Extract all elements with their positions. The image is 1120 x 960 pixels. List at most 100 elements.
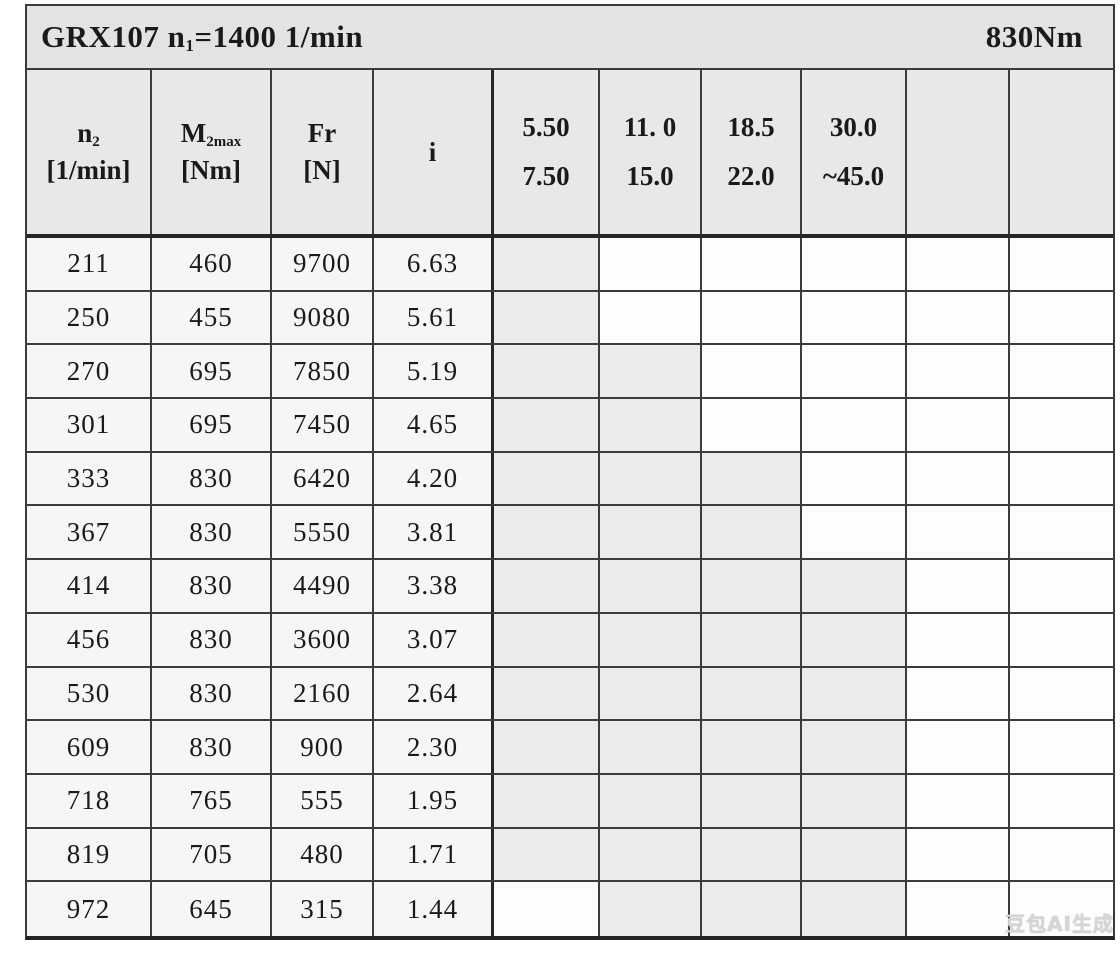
cell-ratio-i: 4.65: [374, 399, 494, 451]
power-range-cell: [907, 291, 1010, 344]
power-range-cell-shaded: [494, 774, 600, 827]
cell-n2: 718: [27, 774, 152, 827]
gearbox-model-title: GRX107 n1=1400 1/min: [41, 19, 364, 55]
cell-m2max: 830: [152, 506, 272, 559]
cell-ratio-i: 2.64: [374, 667, 494, 720]
cell-fr: 9700: [272, 238, 374, 290]
cell-n2: 270: [27, 345, 152, 398]
cell-m2max: 645: [152, 882, 272, 936]
table-row: 414 830 4490 3.38: [27, 560, 1113, 614]
cell-m2max: 765: [152, 774, 272, 827]
cell-n2: 211: [27, 238, 152, 290]
power-range-cell: [1010, 399, 1113, 451]
header-n2: n2 [1/min]: [27, 70, 152, 234]
power-range-cell: [1010, 506, 1113, 559]
cell-m2max: 460: [152, 238, 272, 290]
power-range-cell-shaded: [494, 613, 600, 666]
power-range-cell-shaded: [702, 721, 802, 773]
power-range-cell-shaded: [702, 828, 802, 881]
power-range-cell: [1010, 613, 1113, 666]
power-range-cell: [1010, 667, 1113, 720]
cell-m2max: 830: [152, 452, 272, 505]
cell-fr: 5550: [272, 506, 374, 559]
power-range-cell-shaded: [494, 291, 600, 344]
power-range-cell-shaded: [802, 774, 907, 827]
power-range-cell: [802, 291, 907, 344]
cell-fr: 3600: [272, 613, 374, 666]
table-row: 333 830 6420 4.20: [27, 452, 1113, 507]
power-range-cell: [802, 345, 907, 398]
table-row: 270 695 7850 5.19: [27, 345, 1113, 400]
cell-fr: 480: [272, 828, 374, 881]
cell-ratio-i: 1.95: [374, 774, 494, 827]
table-row: 972 645 315 1.44: [27, 882, 1113, 936]
table-title-row: GRX107 n1=1400 1/min 830Nm: [27, 6, 1113, 70]
power-range-cell: [907, 882, 1010, 936]
cell-n2: 609: [27, 721, 152, 773]
power-range-cell: [802, 452, 907, 505]
power-range-cell-shaded: [802, 828, 907, 881]
power-range-cell: [600, 238, 702, 290]
cell-fr: 315: [272, 882, 374, 936]
table-row: 530 830 2160 2.64: [27, 667, 1113, 722]
table-row: 367 830 5550 3.81: [27, 506, 1113, 561]
cell-m2max: 455: [152, 291, 272, 344]
header-power-18.5-22.0: 18.5 22.0: [702, 70, 802, 234]
power-range-cell: [494, 882, 600, 936]
power-range-cell: [907, 613, 1010, 666]
cell-ratio-i: 1.71: [374, 828, 494, 881]
cell-fr: 4490: [272, 560, 374, 612]
power-range-cell-shaded: [494, 399, 600, 451]
cell-n2: 250: [27, 291, 152, 344]
power-range-cell-shaded: [600, 560, 702, 612]
header-power-30.0-45.0: 30.0 ~45.0: [802, 70, 907, 234]
table-body: 211 460 9700 6.63 250 455 9080 5.61 270 695 7850 5.…: [27, 238, 1113, 936]
power-range-cell-shaded: [802, 560, 907, 612]
power-range-cell: [907, 506, 1010, 559]
power-range-cell: [907, 560, 1010, 612]
table-row: 211 460 9700 6.63: [27, 238, 1113, 292]
power-range-cell-shaded: [494, 721, 600, 773]
power-range-cell: [907, 721, 1010, 773]
cell-fr: 2160: [272, 667, 374, 720]
cell-n2: 301: [27, 399, 152, 451]
power-range-cell: [1010, 345, 1113, 398]
power-range-cell: [907, 345, 1010, 398]
cell-fr: 7850: [272, 345, 374, 398]
power-range-cell-shaded: [802, 721, 907, 773]
power-range-cell-shaded: [494, 506, 600, 559]
cell-ratio-i: 2.30: [374, 721, 494, 773]
power-range-cell-shaded: [600, 667, 702, 720]
cell-ratio-i: 3.38: [374, 560, 494, 612]
power-range-cell-shaded: [702, 452, 802, 505]
header-power-empty-2: [1010, 70, 1113, 234]
header-power-5.50-7.50: 5.50 7.50: [494, 70, 600, 234]
cell-n2: 414: [27, 560, 152, 612]
power-range-cell-shaded: [494, 452, 600, 505]
cell-ratio-i: 1.44: [374, 882, 494, 936]
power-range-cell: [907, 828, 1010, 881]
power-range-cell: [702, 238, 802, 290]
cell-fr: 6420: [272, 452, 374, 505]
cell-m2max: 705: [152, 828, 272, 881]
power-range-cell: [702, 399, 802, 451]
cell-n2: 530: [27, 667, 152, 720]
cell-m2max: 695: [152, 399, 272, 451]
spec-table: GRX107 n1=1400 1/min 830Nm n2 [1/min] M2…: [25, 4, 1115, 940]
power-range-cell-shaded: [600, 721, 702, 773]
cell-m2max: 830: [152, 560, 272, 612]
power-range-cell: [907, 774, 1010, 827]
power-range-cell-shaded: [702, 882, 802, 936]
cell-n2: 819: [27, 828, 152, 881]
power-range-cell-shaded: [600, 452, 702, 505]
power-range-cell-shaded: [600, 506, 702, 559]
power-range-cell-shaded: [702, 560, 802, 612]
cell-fr: 555: [272, 774, 374, 827]
cell-m2max: 695: [152, 345, 272, 398]
power-range-cell-shaded: [494, 667, 600, 720]
power-range-cell: [1010, 560, 1113, 612]
power-range-cell: [1010, 291, 1113, 344]
cell-ratio-i: 5.61: [374, 291, 494, 344]
power-range-cell: [1010, 452, 1113, 505]
power-range-cell: [802, 399, 907, 451]
